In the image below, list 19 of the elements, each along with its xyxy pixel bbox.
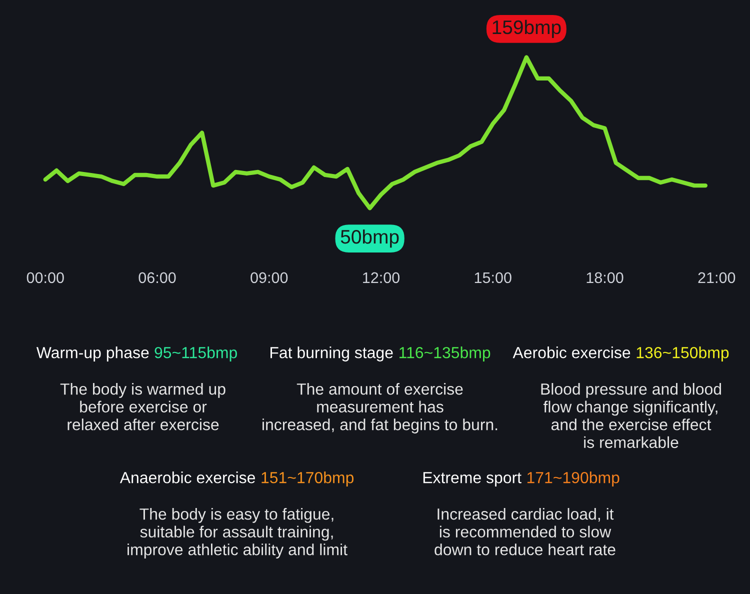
annotation: 50bmp	[340, 229, 399, 248]
x-tick-label: 18:00	[586, 272, 624, 284]
x-tick-label: 15:00	[474, 272, 512, 284]
text: The body is warmed up before exercise or relaxed after exercise	[60, 383, 226, 430]
x-tick-label: 21:00	[698, 272, 736, 284]
text: Anaerobic exercise 151~170bmp	[120, 472, 354, 486]
text: The amount of exercise measurement has increased, and fat begins to burn.	[262, 383, 498, 434]
annotation: 159bmp	[492, 20, 561, 38]
x-tick-label: 09:00	[250, 272, 288, 284]
x-tick-label: 06:00	[138, 272, 176, 284]
text: Blood pressure and blood flow change significantly, and the exercise effect is remarkable	[541, 383, 721, 448]
text: Aerobic exercise 136~150bmp	[512, 346, 729, 362]
text: Warm-up phase 95~115bmp	[36, 346, 237, 362]
x-tick-label: 12:00	[363, 272, 400, 284]
text: Increased cardiac load, it is recommended to slow down to reduce heart rate	[434, 508, 616, 556]
x-tick-label: 00:00	[26, 272, 64, 284]
text: Fat burning stage 116~135bmp	[270, 346, 490, 362]
text: The body is easy to fatigue, suitable for assault training, improve athletic ability and limit	[128, 508, 348, 558]
text: Extreme sport 171~190bmp	[423, 472, 620, 486]
